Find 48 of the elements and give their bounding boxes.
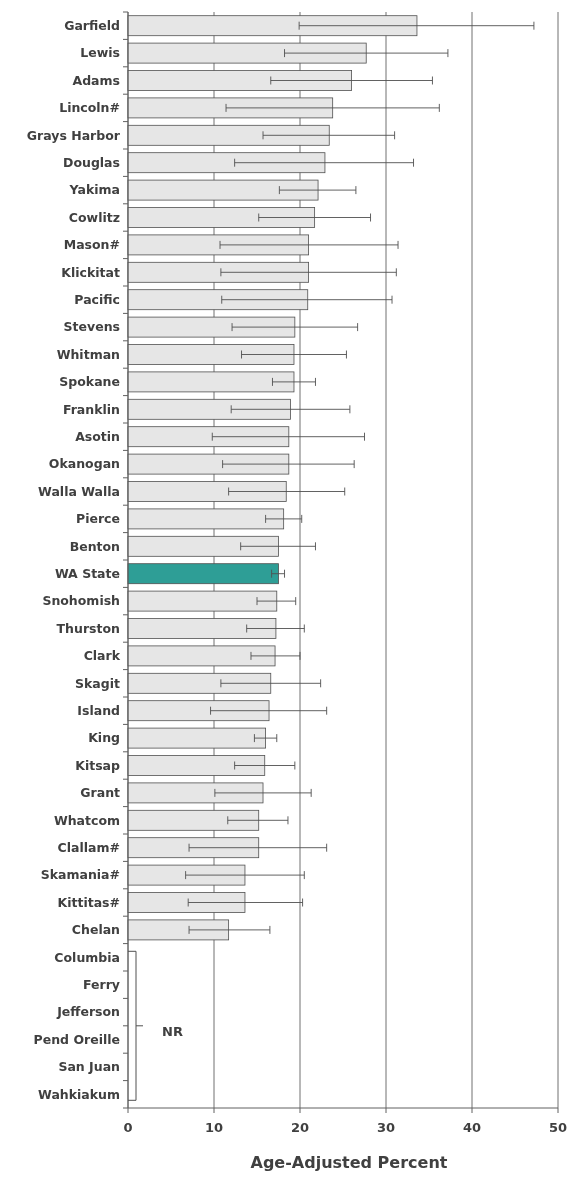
x-tick-label: 10	[204, 1120, 224, 1135]
y-tick-label: Skamania#	[40, 867, 120, 883]
y-tick-label: Benton	[69, 538, 120, 554]
y-tick-label: San Juan	[58, 1059, 120, 1075]
y-tick-label: King	[88, 730, 120, 746]
y-tick-label: Skagit	[75, 675, 121, 691]
y-tick-label: Asotin	[75, 429, 120, 445]
x-tick-label: 30	[376, 1120, 396, 1135]
y-tick-label: Whitman	[56, 346, 120, 362]
y-tick-label: Kitsap	[75, 757, 121, 773]
y-tick-label: Cowlitz	[68, 209, 120, 225]
x-tick-label: 50	[548, 1120, 568, 1135]
y-tick-label: Klickitat	[61, 264, 121, 280]
x-axis-title: Age-Adjusted Percent	[250, 1153, 448, 1172]
y-tick-label: Wahkiakum	[38, 1086, 120, 1102]
y-tick-label: Lewis	[80, 45, 120, 61]
y-tick-label: Thurston	[56, 620, 120, 636]
y-tick-label: Franklin	[62, 401, 120, 417]
x-tick-label: 20	[290, 1120, 310, 1135]
y-tick-label: Walla Walla	[38, 483, 120, 499]
y-tick-label: Pend Oreille	[33, 1031, 120, 1047]
y-tick-label: WA State	[54, 566, 120, 582]
y-tick-label: Pacific	[74, 292, 120, 308]
y-tick-label: Whatcom	[53, 812, 120, 828]
y-tick-label: Columbia	[54, 949, 120, 965]
y-tick-label: Clark	[83, 648, 121, 664]
y-tick-label: Grays Harbor	[26, 127, 121, 143]
y-tick-label: Grant	[80, 785, 121, 801]
y-tick-label: Ferry	[83, 977, 120, 993]
y-tick-label: Lincoln#	[59, 100, 120, 116]
x-tick-label: 0	[123, 1120, 133, 1135]
y-tick-label: Island	[77, 703, 120, 719]
y-tick-label: Yakima	[68, 182, 120, 198]
y-tick-label: Okanogan	[48, 456, 120, 472]
y-tick-label: Jefferson	[56, 1004, 120, 1020]
x-tick-label: 40	[462, 1120, 482, 1135]
y-tick-label: Garfield	[64, 18, 120, 34]
y-tick-label: Adams	[72, 72, 120, 88]
y-tick-label: Mason#	[63, 237, 120, 253]
y-tick-label: Douglas	[63, 155, 120, 171]
annotation: NR	[162, 1024, 183, 1040]
y-tick-label: Chelan	[71, 922, 120, 938]
y-tick-label: Clallam#	[57, 840, 120, 856]
y-tick-label: Stevens	[63, 319, 120, 335]
y-tick-label: Snohomish	[42, 593, 120, 609]
y-tick-label: Kittitas#	[57, 894, 120, 910]
y-tick-label: Spokane	[59, 374, 120, 390]
y-tick-label: Pierce	[76, 511, 120, 527]
